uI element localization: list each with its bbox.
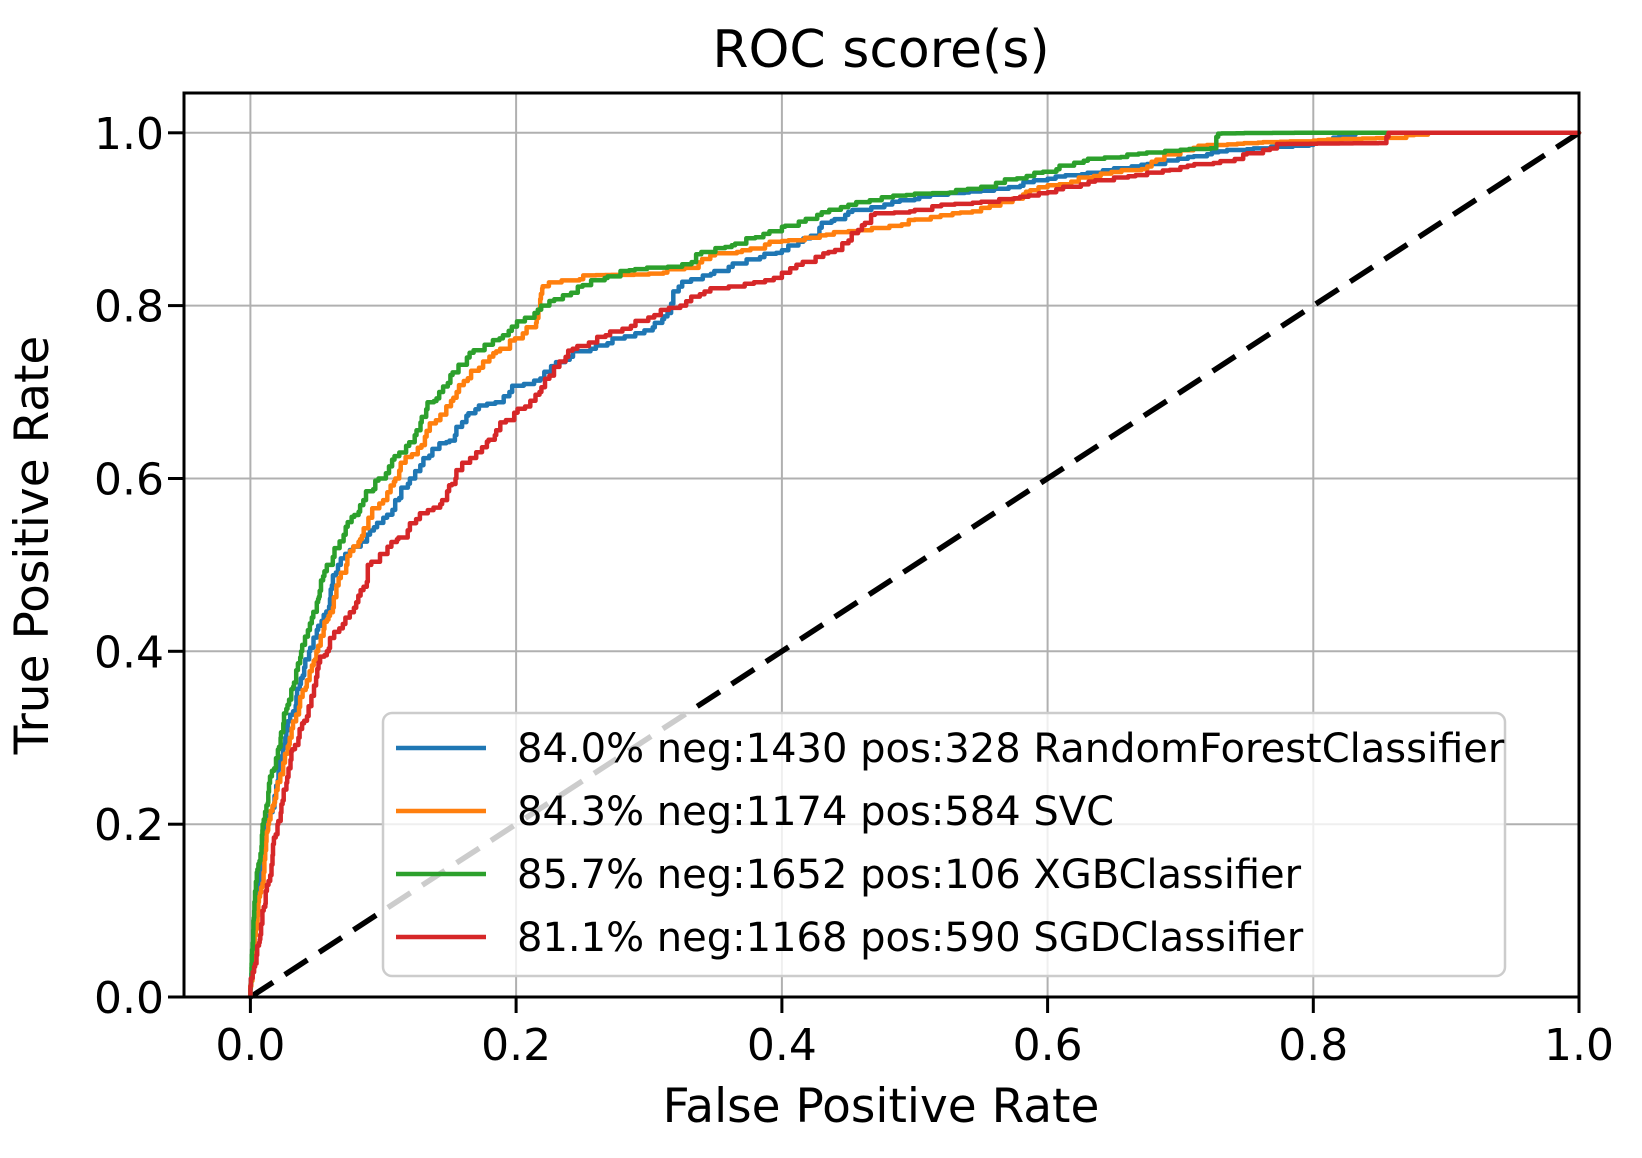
x-tick-label-0.2: 0.2 — [481, 1020, 551, 1071]
roc-curves — [248, 130, 1582, 1000]
plot-border — [182, 91, 1581, 999]
y-tick-label-1.0: 1.0 — [94, 109, 164, 160]
x-tick-label-0.4: 0.4 — [747, 1020, 817, 1071]
x-axis-label: False Positive Rate — [663, 1079, 1100, 1134]
legend-box — [381, 711, 1507, 978]
legend-label-svc: 84.3% neg:1174 pos:584 SVC — [517, 789, 1114, 835]
chart-title: ROC score(s) — [712, 20, 1049, 80]
axis-ticks: 0.0 0.2 0.4 0.6 0.8 1.0 0.0 0.2 0.4 0.6 0.8 1.0 — [94, 109, 1614, 1071]
roc-curve-svc — [248, 130, 1582, 1000]
legend: 84.0% neg:1430 pos:328 RandomForestClass… — [381, 711, 1507, 978]
legend-item-xgbclassifier: 85.7% neg:1652 pos:106 XGBClassifier — [396, 852, 1302, 898]
x-tick-label-0.6: 0.6 — [1013, 1020, 1083, 1071]
y-tick-label-0.0: 0.0 — [94, 973, 164, 1024]
roc-curve-sgdclassifier — [248, 130, 1582, 1000]
y-axis-label: True Positive Rate — [5, 336, 60, 756]
y-tick-label-0.4: 0.4 — [94, 627, 164, 678]
legend-item-svc: 84.3% neg:1174 pos:584 SVC — [396, 789, 1114, 835]
legend-item-randomforestclassifier: 84.0% neg:1430 pos:328 RandomForestClass… — [396, 726, 1505, 772]
y-tick-label-0.2: 0.2 — [94, 800, 164, 851]
legend-label-randomforestclassifier: 84.0% neg:1430 pos:328 RandomForestClass… — [517, 726, 1505, 772]
y-tick-label-0.6: 0.6 — [94, 455, 164, 506]
legend-label-sgdclassifier: 81.1% neg:1168 pos:590 SGDClassifier — [517, 915, 1304, 961]
legend-label-xgbclassifier: 85.7% neg:1652 pos:106 XGBClassifier — [517, 852, 1302, 898]
roc-curve-randomforestclassifier — [248, 130, 1582, 1000]
x-tick-label-0.0: 0.0 — [215, 1020, 285, 1071]
x-tick-label-1.0: 1.0 — [1544, 1020, 1614, 1071]
legend-item-sgdclassifier: 81.1% neg:1168 pos:590 SGDClassifier — [396, 915, 1304, 961]
x-tick-label-0.8: 0.8 — [1278, 1020, 1348, 1071]
y-tick-label-0.8: 0.8 — [94, 282, 164, 333]
roc-curve-xgbclassifier — [248, 130, 1582, 1000]
